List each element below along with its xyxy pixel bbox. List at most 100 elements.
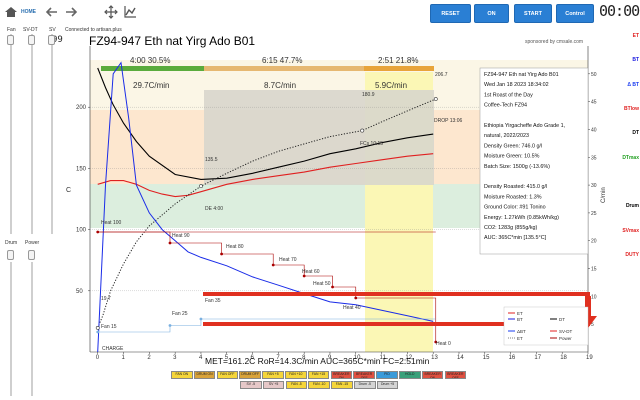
svdt-slider-label: SV-DT (23, 27, 38, 33)
svdt-slider-track[interactable] (31, 34, 33, 234)
connection-status: Connected to artisan.plus (65, 27, 122, 33)
event-button-8[interactable]: BREAKER OFF (353, 371, 375, 379)
heat0-annot: Heat 0 (436, 341, 451, 347)
home-icon[interactable] (3, 4, 19, 20)
event-marker-3[interactable] (433, 97, 438, 101)
legend-svdt-label: SV-DT (559, 329, 573, 334)
power-slider-track[interactable] (31, 262, 33, 396)
phase-dry-rate: 29.7C/min (133, 81, 169, 90)
heat100-annot: Heat 100 (101, 220, 122, 226)
event-button-2[interactable]: FAN OFF (216, 371, 239, 379)
y2-tick-label-25: 25 (591, 211, 597, 217)
heat70-annot: Heat 70 (279, 257, 297, 263)
series-line-0 (97, 153, 434, 198)
roast-timer: 00:00 (599, 2, 640, 20)
forward-arrow-icon[interactable] (63, 4, 79, 20)
rp-bt-label: BT (632, 57, 639, 63)
sponsor-text: sponsored by cmsale.com (525, 39, 583, 45)
y2-tick-label-5: 5 (591, 322, 594, 328)
legend-et-label: ET (517, 311, 523, 316)
sv-slider-label: SV (49, 27, 56, 33)
event-button-7[interactable]: BREAKER ON (330, 371, 353, 379)
y-ticks-right: 5 10 15 20 25 30 35 40 45 50 (588, 72, 597, 328)
fan25-annot: Fan 25 (172, 311, 188, 317)
heat40-annot: Heat 40 (343, 305, 361, 311)
x-tick-label-8: 8 (302, 355, 306, 361)
x-tick-label-10: 10 (354, 355, 361, 361)
fan-slider-track[interactable] (10, 34, 12, 234)
pan-move-icon[interactable] (103, 4, 119, 20)
start-button[interactable]: START (514, 4, 552, 23)
info-box-bg (479, 67, 589, 255)
reset-button[interactable]: RESET (430, 4, 471, 23)
drum-slider-handle[interactable] (7, 250, 14, 260)
red-bar-upper (203, 292, 590, 296)
event-button-11[interactable]: BREAKER ON (421, 371, 444, 379)
info-line-5: Ethiopia Yirgacheffe Ado Grade 1, (484, 123, 566, 129)
event-button-3[interactable]: DRUM OFF (239, 371, 261, 379)
drum-slider-track[interactable] (10, 262, 12, 396)
y-tick-label-100: 100 (76, 228, 87, 234)
legend-bg (503, 306, 589, 346)
event-button-row2-2[interactable]: FAN -5 (285, 381, 308, 389)
info-line-1: Wed Jan 18 2023 18:34:02 (484, 82, 549, 88)
event-button-10[interactable]: HOLD (399, 371, 421, 379)
legend-delta-bt-label: ΔBT (517, 329, 526, 334)
event-button-5[interactable]: FAN +10 (285, 371, 307, 379)
y-tick-label-150: 150 (76, 166, 87, 172)
event-marker-0[interactable] (95, 325, 100, 330)
x-tick-label-12: 12 (405, 355, 412, 361)
event-button-4[interactable]: FAN +5 (262, 371, 284, 379)
series-line-2 (97, 98, 436, 329)
info-line-0: FZ94-947 Eth nat Yirg Ado B01 (484, 72, 559, 78)
sv-slider-track[interactable] (51, 34, 53, 234)
event-button-6[interactable]: FAN +15 (307, 371, 330, 379)
sv-slider-handle[interactable] (48, 35, 55, 45)
rp-et-label: ET (632, 33, 639, 39)
event-button-row2-0[interactable]: SV -5 (240, 381, 262, 389)
event-marker-2[interactable] (360, 128, 365, 133)
legend-power-label: Power (559, 336, 572, 341)
heat90-annot: Heat 90 (172, 233, 190, 239)
phase-bar: 4:00 30.5% 6:15 47.7% 2:51 21.8% 29.7C/m… (101, 56, 434, 90)
y2-tick-label-35: 35 (591, 155, 597, 161)
event-button-9[interactable]: PID (376, 371, 398, 379)
x-tick-label-4: 4 (199, 355, 203, 361)
svdt-slider-handle[interactable] (28, 35, 35, 45)
temp-180-9-annot: 180.9 (362, 92, 375, 98)
zoom-rect-icon[interactable] (122, 4, 138, 20)
fan-step-line (97, 318, 436, 333)
power-slider-handle[interactable] (28, 250, 35, 260)
event-marker-1[interactable] (199, 184, 203, 189)
legend-bt-label: BT (517, 317, 523, 322)
y2-tick-label-50: 50 (591, 72, 597, 78)
event-button-1[interactable]: DRUM ON (193, 371, 216, 379)
temp-19-7-annot: 19.7 (101, 296, 111, 302)
sv-value-display: 99 (52, 35, 63, 45)
band-dark-shade (204, 90, 434, 185)
event-button-row2-4[interactable]: FAN -15 (331, 381, 353, 389)
back-arrow-icon[interactable] (44, 4, 60, 20)
x-tick-label-19: 19 (586, 355, 593, 361)
event-button-row2-6[interactable]: Drum +5 (376, 381, 399, 389)
x-tick-label-7: 7 (276, 355, 280, 361)
on-button[interactable]: ON (474, 4, 509, 23)
y2-tick-label-20: 20 (591, 239, 597, 245)
event-button-0[interactable]: FAN ON (171, 371, 193, 379)
x-tick-label-0: 0 (96, 355, 100, 361)
toolbar: HOME RESET ON START Control 00:00 (0, 0, 640, 26)
phase-dry-bar (101, 66, 204, 71)
home-label: HOME (21, 9, 36, 15)
x-tick-label-13: 13 (431, 355, 438, 361)
fan-slider-handle[interactable] (7, 35, 14, 45)
event-button-row2-1[interactable]: SV +5 (262, 381, 285, 389)
x-tick-label-15: 15 (483, 355, 490, 361)
event-button-row2-5[interactable]: Drum -5 (354, 381, 376, 389)
rp-delta-bt-label: Δ BT (627, 82, 639, 88)
red-bar-lower (203, 322, 590, 326)
phase-dev-label: 2:51 21.8% (378, 56, 418, 65)
event-button-12[interactable]: BREAKER OFF (444, 371, 467, 379)
event-button-row2-3[interactable]: FAN -10 (308, 381, 330, 389)
control-button[interactable]: Control (556, 4, 594, 23)
